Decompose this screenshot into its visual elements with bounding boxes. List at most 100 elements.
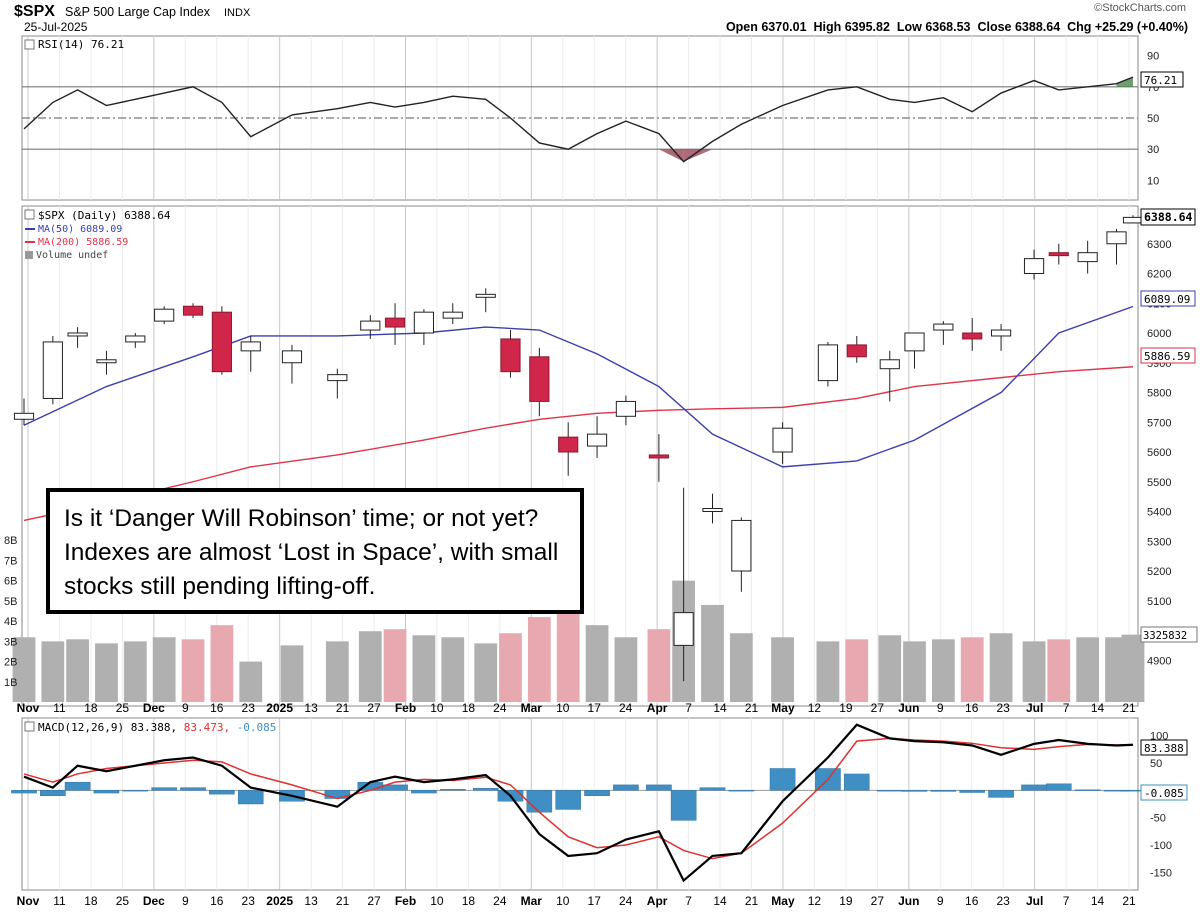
macd-histogram-bar — [64, 781, 91, 791]
x-axis-tick-label: 25 — [116, 701, 130, 715]
macd-histogram-bar — [1021, 784, 1047, 791]
volume-bar — [41, 641, 65, 702]
volume-bar — [358, 631, 382, 702]
x-axis-tick-label: 21 — [336, 701, 350, 715]
macd-histogram-bar — [876, 790, 903, 792]
rsi-value-tag-text: 76.21 — [1144, 74, 1177, 87]
volume-legend: Volume undef — [36, 250, 108, 261]
macd-histogram-bar — [670, 790, 697, 821]
x-axis-tick-label: 17 — [588, 894, 602, 908]
volume-tick-label: 4B — [4, 616, 17, 628]
volume-bar — [960, 637, 984, 702]
candle-up — [13, 412, 35, 420]
header-symbol: $SPX — [14, 3, 55, 20]
x-axis-tick-label: 12 — [808, 701, 822, 715]
x-axis-tick-label: Apr — [647, 701, 668, 715]
macd-histogram-bar — [237, 790, 264, 805]
x-axis-tick-label: Mar — [521, 894, 543, 908]
candle-down — [648, 454, 669, 459]
macd-plot — [11, 723, 1146, 883]
volume-bar — [903, 641, 926, 702]
price-tick-label: 5300 — [1147, 536, 1171, 548]
ma50-value-tag-text: 6089.09 — [1144, 293, 1190, 306]
x-axis-tick-label: May — [771, 701, 795, 715]
price-panel-frame — [21, 205, 1139, 707]
macd-histogram-bar — [959, 790, 986, 793]
x-axis-tick-label: 14 — [713, 701, 727, 715]
volume-bar — [1076, 637, 1100, 702]
macd-histogram-bar — [1046, 783, 1072, 791]
histogram-value-tag: -0.085 — [1140, 784, 1188, 801]
rsi-tick-label: 30 — [1147, 144, 1159, 156]
volume-tick-label: 5B — [4, 596, 17, 608]
candle-up — [904, 332, 925, 352]
x-axis-tick-label: 18 — [84, 894, 98, 908]
volume-bar — [614, 637, 638, 702]
x-axis-tick-label: 9 — [182, 894, 189, 908]
x-axis-tick-label: Apr — [647, 894, 668, 908]
volume-bar — [280, 645, 304, 702]
macd-histogram-bar — [646, 784, 672, 791]
x-axis-tick-label: 14 — [1091, 701, 1105, 715]
x-axis-tick-label: 7 — [685, 701, 692, 715]
volume-bar — [816, 641, 840, 702]
x-axis-tick-label: Feb — [395, 701, 416, 715]
x-axis-tick-label: 19 — [839, 701, 853, 715]
macd-histogram-bar — [584, 790, 610, 796]
price-tick-label: 4900 — [1147, 655, 1171, 667]
price-tick-label: 6200 — [1147, 269, 1171, 281]
macd-histogram-bar — [526, 790, 553, 813]
volume-bar — [1022, 641, 1046, 702]
macd-histogram-bar — [472, 787, 499, 791]
x-axis-tick-label: 19 — [839, 894, 853, 908]
price-tick-label: 5200 — [1147, 566, 1171, 578]
candle-up — [96, 359, 117, 364]
macd-legend-prefix: MACD(12,26,9) 83.388, — [38, 721, 177, 734]
macd-histogram-bar — [728, 790, 755, 792]
candle-down — [529, 356, 550, 402]
volume-bar — [845, 639, 869, 702]
x-axis-tick-label: 10 — [430, 701, 444, 715]
candle-down — [846, 344, 867, 358]
x-axis-tick-label: Mar — [521, 701, 543, 715]
volume-value-tag-text: 3325832 — [1143, 630, 1187, 642]
macd-histogram-bar — [769, 768, 796, 791]
rsi-oversold-fill — [683, 149, 713, 162]
candle-up — [933, 323, 954, 331]
macd-value-tag-text: 83.388 — [1144, 742, 1184, 755]
candle-up — [586, 433, 608, 447]
volume-bar — [12, 637, 36, 702]
price-legend-main: $SPX (Daily) 6388.64 — [38, 209, 171, 222]
macd-histogram-bar — [613, 784, 639, 791]
rsi-overbought-fill — [1116, 77, 1133, 87]
x-axis-tick-label: 13 — [304, 701, 318, 715]
x-axis-tick-label: 24 — [619, 894, 633, 908]
x-axis-tick-label: 16 — [965, 894, 979, 908]
x-axis-tick-label: 27 — [871, 701, 885, 715]
close-price-tag-text: 6388.64 — [1144, 210, 1193, 224]
rsi-oversold-fill — [658, 149, 684, 162]
x-axis-tick-label: 16 — [210, 701, 224, 715]
ma50-value-tag: 6089.09 — [1140, 290, 1196, 307]
candle-up — [42, 341, 63, 399]
x-axis-tick-label: Feb — [395, 894, 416, 908]
x-axis-tick-label: 21 — [745, 894, 759, 908]
macd-histogram-bar — [699, 787, 726, 791]
header-name: S&P 500 Large Cap Index — [65, 5, 211, 19]
macd-histogram-bar — [1074, 789, 1101, 791]
macd-histogram-bar — [324, 790, 351, 799]
volume-bar — [989, 633, 1013, 702]
x-axis-tick-label: 25 — [116, 894, 130, 908]
x-axis-tick-label: 23 — [242, 701, 256, 715]
candlesticks — [13, 215, 1144, 682]
candle-up — [281, 350, 303, 364]
rsi-tick-label: 50 — [1147, 113, 1159, 125]
x-axis-tick-label: 27 — [871, 894, 885, 908]
volume-bar — [412, 635, 436, 702]
macd-histogram-bar — [988, 790, 1014, 798]
x-axis-tick-label: 11 — [53, 894, 66, 908]
ma50-line — [23, 305, 1134, 468]
x-axis-tick-label: 24 — [619, 701, 633, 715]
macd-histogram-bar — [93, 790, 120, 794]
rsi-tick-label: 10 — [1147, 175, 1159, 187]
